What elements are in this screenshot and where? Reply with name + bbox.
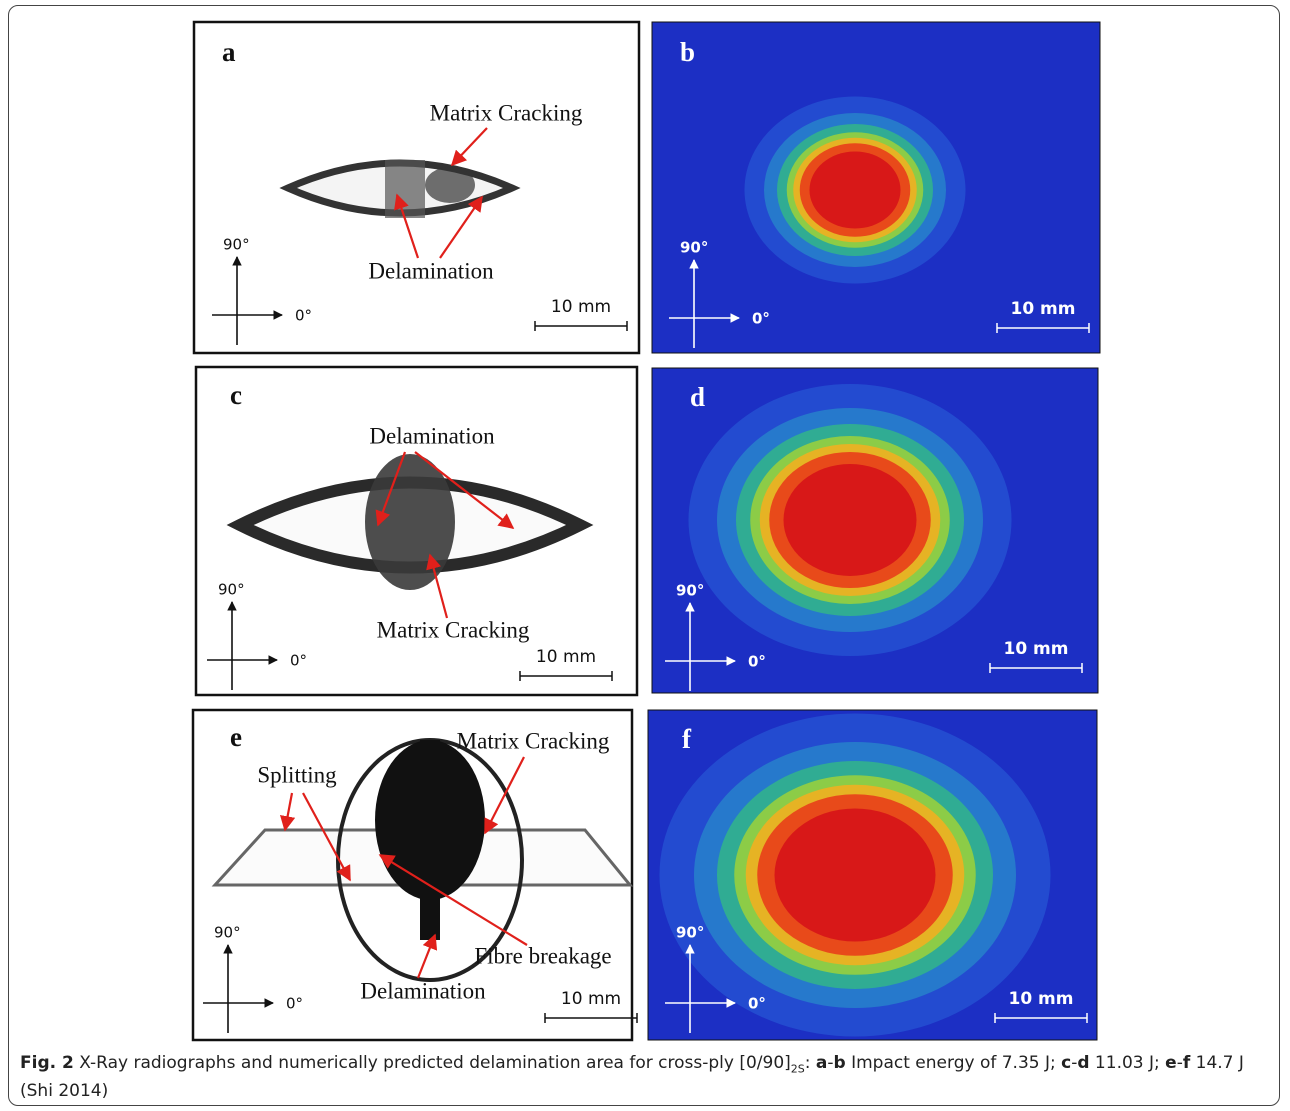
scale-label: 10 mm bbox=[1008, 989, 1073, 1009]
caption-text: : bbox=[805, 1053, 816, 1073]
axis-label: 90° bbox=[214, 924, 241, 942]
figure: a Matrix Cracking Delamination 90° 0° 10 mm b 9… bbox=[0, 0, 1290, 1050]
lesion bbox=[425, 167, 475, 203]
scale-label: 10 mm bbox=[1010, 299, 1075, 319]
page: {"figure": { "panels": [ {"label": "a", … bbox=[0, 0, 1290, 1111]
caption-text: Impact energy of 7.35 J; bbox=[846, 1053, 1061, 1073]
panel: f 90° 0° 10 mm bbox=[648, 710, 1097, 1040]
axis-label: 0° bbox=[748, 995, 766, 1013]
axis-label: 90° bbox=[676, 582, 704, 600]
annotation: Matrix Cracking bbox=[377, 617, 530, 642]
panel: a Matrix Cracking Delamination 90° 0° 10 mm bbox=[194, 22, 639, 353]
annotation: Delamination bbox=[369, 423, 495, 448]
panel: b 90° 0° 10 mm bbox=[652, 22, 1100, 353]
panel-letter: f bbox=[682, 724, 692, 754]
annotation: Fibre breakage bbox=[474, 943, 611, 968]
panel: e Matrix Cracking Splitting Fibre breakage D… bbox=[193, 710, 637, 1040]
caption-text: X-Ray radiographs and numerically predic… bbox=[74, 1053, 791, 1073]
heat-contour bbox=[775, 809, 936, 942]
axis-label: 90° bbox=[218, 581, 245, 599]
caption-ref: a bbox=[816, 1053, 827, 1073]
panel-letter: c bbox=[230, 380, 242, 410]
axis-label: 90° bbox=[223, 236, 250, 254]
panel-letter: d bbox=[690, 382, 705, 412]
heat-contour bbox=[784, 464, 917, 576]
scale-label: 10 mm bbox=[561, 989, 621, 1009]
caption-ref: c bbox=[1061, 1053, 1071, 1073]
axis-label: 0° bbox=[752, 310, 770, 328]
panel-letter: e bbox=[230, 722, 242, 752]
annotation: Matrix Cracking bbox=[430, 100, 583, 125]
lesion bbox=[385, 160, 425, 218]
annotation: Matrix Cracking bbox=[457, 728, 610, 753]
panel: d 90° 0° 10 mm bbox=[652, 368, 1098, 693]
caption: Fig. 2 X-Ray radiographs and numerically… bbox=[20, 1052, 1270, 1103]
lesion bbox=[420, 740, 440, 940]
caption-text: 11.03 J; bbox=[1090, 1053, 1166, 1073]
caption-ref: b bbox=[834, 1053, 846, 1073]
annotation: Delamination bbox=[368, 258, 494, 283]
annotation: Delamination bbox=[360, 978, 486, 1003]
caption-label: Fig. 2 bbox=[20, 1053, 74, 1073]
axis-label: 90° bbox=[680, 239, 708, 257]
axis-label: 0° bbox=[748, 653, 766, 671]
caption-ref: e bbox=[1165, 1053, 1177, 1073]
axis-label: 0° bbox=[295, 307, 312, 325]
panel-letter: a bbox=[222, 37, 236, 67]
scale-label: 10 mm bbox=[1003, 639, 1068, 659]
annotation: Splitting bbox=[257, 762, 337, 787]
axis-label: 0° bbox=[290, 652, 307, 670]
panel-letter: b bbox=[680, 37, 695, 67]
caption-ref: d bbox=[1077, 1053, 1089, 1073]
panel: c Delamination Matrix Cracking 90° 0° 10 mm bbox=[196, 367, 637, 695]
scale-label: 10 mm bbox=[536, 647, 596, 667]
caption-subscript: 2S bbox=[791, 1062, 805, 1075]
scale-label: 10 mm bbox=[551, 297, 611, 317]
axis-label: 90° bbox=[676, 924, 704, 942]
axis-label: 0° bbox=[286, 995, 303, 1013]
heat-contour bbox=[810, 152, 901, 229]
